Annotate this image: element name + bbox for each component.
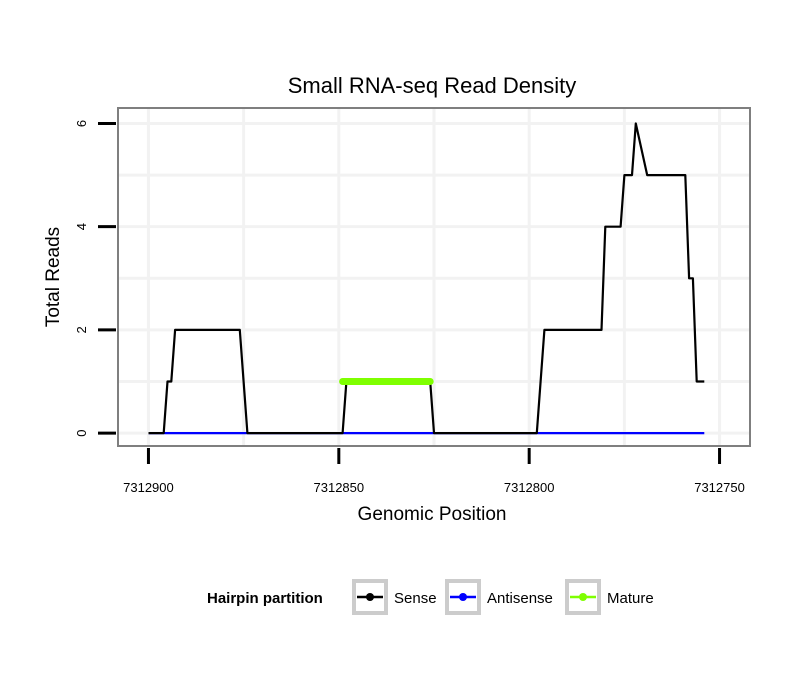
legend-item-antisense: Antisense [445, 579, 553, 615]
x-tick-label: 7312750 [694, 480, 745, 495]
legend-item-sense: Sense [352, 579, 437, 615]
y-tick-label: 2 [74, 326, 89, 333]
x-tick-label: 7312850 [314, 480, 365, 495]
y-tick-label: 4 [74, 223, 89, 230]
series-line-sense [148, 122, 705, 435]
chart-title: Small RNA-seq Read Density [288, 73, 577, 98]
legend-label: Sense [394, 590, 437, 607]
legend: Hairpin partition Sense Antisense Mature [207, 579, 654, 615]
y-tick-label: 6 [74, 120, 89, 127]
x-tick-label: 7312900 [123, 480, 174, 495]
y-axis-title: Total Reads [43, 227, 64, 327]
y-tick-label: 0 [74, 429, 89, 436]
x-axis-title: Genomic Position [358, 504, 507, 525]
series-layer [148, 122, 705, 435]
x-tick-label: 7312800 [504, 480, 555, 495]
legend-key-point [459, 593, 467, 601]
legend-item-mature: Mature [565, 579, 654, 615]
legend-key-point [366, 593, 374, 601]
axes: 7312900 7312850 7312800 7312750 0 2 4 6 [74, 120, 745, 495]
legend-title: Hairpin partition [207, 590, 323, 607]
legend-label: Antisense [487, 590, 553, 607]
legend-label: Mature [607, 590, 654, 607]
legend-key-point [579, 593, 587, 601]
